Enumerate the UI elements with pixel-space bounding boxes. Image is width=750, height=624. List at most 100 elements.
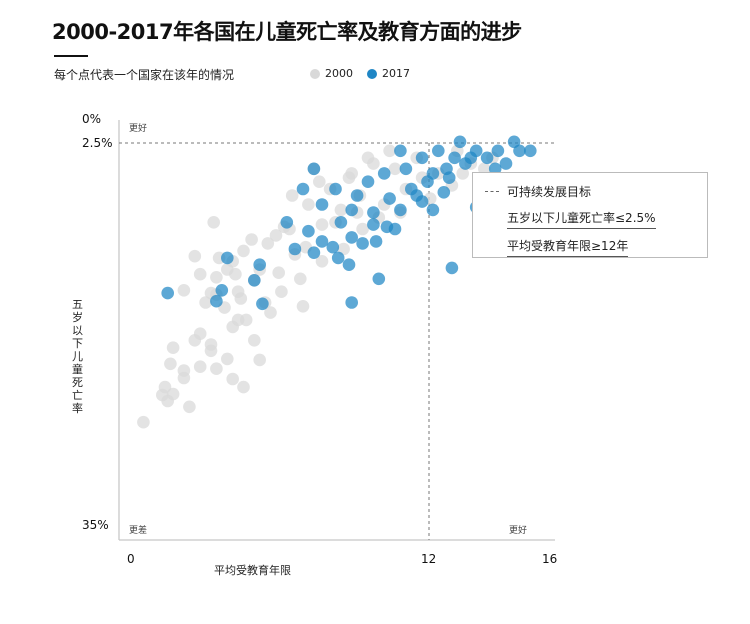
point-2000 bbox=[229, 267, 242, 281]
point-2017 bbox=[253, 258, 266, 272]
point-2000 bbox=[237, 244, 250, 258]
point-2000 bbox=[315, 254, 329, 268]
point-2017 bbox=[256, 297, 269, 311]
point-2000 bbox=[261, 237, 275, 250]
goal-legend-box: 可持续发展目标 五岁以下儿童死亡率≤2.5% 平均受教育年限≥12年 bbox=[472, 172, 708, 258]
chart-title: 2000-2017年各国在儿童死亡率及教育方面的进步 bbox=[52, 20, 522, 44]
point-2000 bbox=[164, 357, 177, 371]
legend-swatch-2000 bbox=[310, 68, 320, 79]
point-2000 bbox=[456, 167, 470, 180]
point-2017 bbox=[445, 261, 459, 275]
point-2000 bbox=[156, 388, 169, 402]
point-2017 bbox=[499, 157, 513, 170]
point-2000 bbox=[193, 267, 207, 281]
point-2000 bbox=[388, 162, 402, 176]
point-2017 bbox=[345, 231, 359, 244]
point-2000 bbox=[199, 296, 212, 309]
legend-item-2000: 2000 bbox=[310, 67, 353, 80]
point-2000 bbox=[296, 300, 310, 313]
point-2000 bbox=[361, 151, 375, 165]
point-2017 bbox=[356, 237, 369, 250]
point-2000 bbox=[302, 198, 315, 211]
point-2017 bbox=[399, 162, 413, 176]
point-2017 bbox=[426, 203, 440, 217]
point-2017 bbox=[221, 251, 234, 265]
point-2017 bbox=[329, 182, 342, 196]
point-2017 bbox=[394, 144, 407, 158]
point-2000 bbox=[188, 249, 202, 263]
point-2000 bbox=[315, 218, 329, 231]
point-2000 bbox=[275, 285, 288, 299]
point-2000 bbox=[478, 162, 491, 176]
point-2000 bbox=[177, 371, 191, 385]
point-2017 bbox=[210, 294, 223, 308]
point-2000 bbox=[345, 167, 359, 180]
point-2000 bbox=[177, 284, 191, 297]
point-2017 bbox=[334, 216, 348, 229]
point-2000 bbox=[269, 229, 283, 242]
y-axis-title: 五岁以下儿童死亡率 bbox=[72, 298, 83, 415]
point-2017 bbox=[345, 296, 359, 309]
x-axis-title: 平均受教育年限 bbox=[214, 564, 291, 577]
point-2017 bbox=[372, 272, 386, 286]
point-2000 bbox=[210, 362, 223, 376]
legend-label-2000: 2000 bbox=[325, 67, 353, 80]
point-2017 bbox=[302, 224, 315, 238]
point-2017 bbox=[161, 286, 174, 300]
point-2000 bbox=[137, 415, 150, 429]
legend-label-2017: 2017 bbox=[382, 67, 410, 80]
point-2017 bbox=[315, 235, 329, 248]
point-2017 bbox=[331, 251, 345, 265]
point-2000 bbox=[204, 338, 218, 351]
legend-item-2017: 2017 bbox=[367, 67, 410, 80]
point-2000 bbox=[193, 327, 207, 341]
dashed-line-swatch bbox=[485, 191, 499, 192]
point-2000 bbox=[334, 203, 348, 217]
point-2017 bbox=[394, 203, 407, 217]
point-2017 bbox=[307, 162, 321, 176]
point-2017 bbox=[307, 246, 321, 259]
point-2017 bbox=[421, 175, 434, 188]
series-2017-points bbox=[161, 135, 537, 311]
point-2017 bbox=[367, 218, 380, 231]
corner-label-better-right: 更好 bbox=[509, 526, 528, 536]
point-2000 bbox=[294, 272, 307, 286]
point-2000 bbox=[313, 175, 326, 188]
point-2017 bbox=[448, 151, 461, 165]
point-2017 bbox=[377, 167, 391, 180]
point-2000 bbox=[210, 271, 223, 284]
point-2000 bbox=[221, 352, 234, 366]
point-2000 bbox=[207, 216, 220, 229]
chart-subtitle: 每个点代表一个国家在该年的情况 bbox=[54, 68, 235, 82]
point-2017 bbox=[491, 144, 505, 158]
point-2000 bbox=[231, 313, 245, 327]
point-2017 bbox=[350, 189, 364, 202]
point-2017 bbox=[383, 192, 396, 205]
point-2017 bbox=[248, 274, 261, 287]
corner-label-better-top: 更好 bbox=[129, 124, 148, 134]
x-tick-16: 16 bbox=[542, 552, 558, 566]
goal-heading: 可持续发展目标 bbox=[485, 183, 707, 200]
point-2017 bbox=[442, 171, 456, 184]
point-2000 bbox=[248, 334, 261, 347]
y-tick-35: 35% bbox=[82, 518, 109, 532]
goal-education-text: 平均受教育年限≥12年 bbox=[507, 237, 629, 257]
point-2017 bbox=[480, 151, 494, 165]
point-2000 bbox=[237, 380, 250, 394]
corner-label-worse: 更差 bbox=[129, 526, 148, 536]
point-2017 bbox=[280, 216, 294, 229]
point-2000 bbox=[253, 353, 266, 367]
point-2017 bbox=[345, 203, 359, 217]
point-2017 bbox=[367, 206, 380, 219]
point-2000 bbox=[166, 341, 180, 355]
point-2017 bbox=[415, 195, 429, 208]
point-2000 bbox=[272, 266, 286, 280]
y-tick-0: 0% bbox=[82, 112, 102, 126]
point-2017 bbox=[315, 198, 329, 211]
point-2017 bbox=[432, 144, 445, 158]
point-2017 bbox=[453, 135, 467, 149]
point-2017 bbox=[361, 175, 375, 188]
point-2000 bbox=[383, 144, 396, 158]
point-2017 bbox=[288, 242, 302, 256]
